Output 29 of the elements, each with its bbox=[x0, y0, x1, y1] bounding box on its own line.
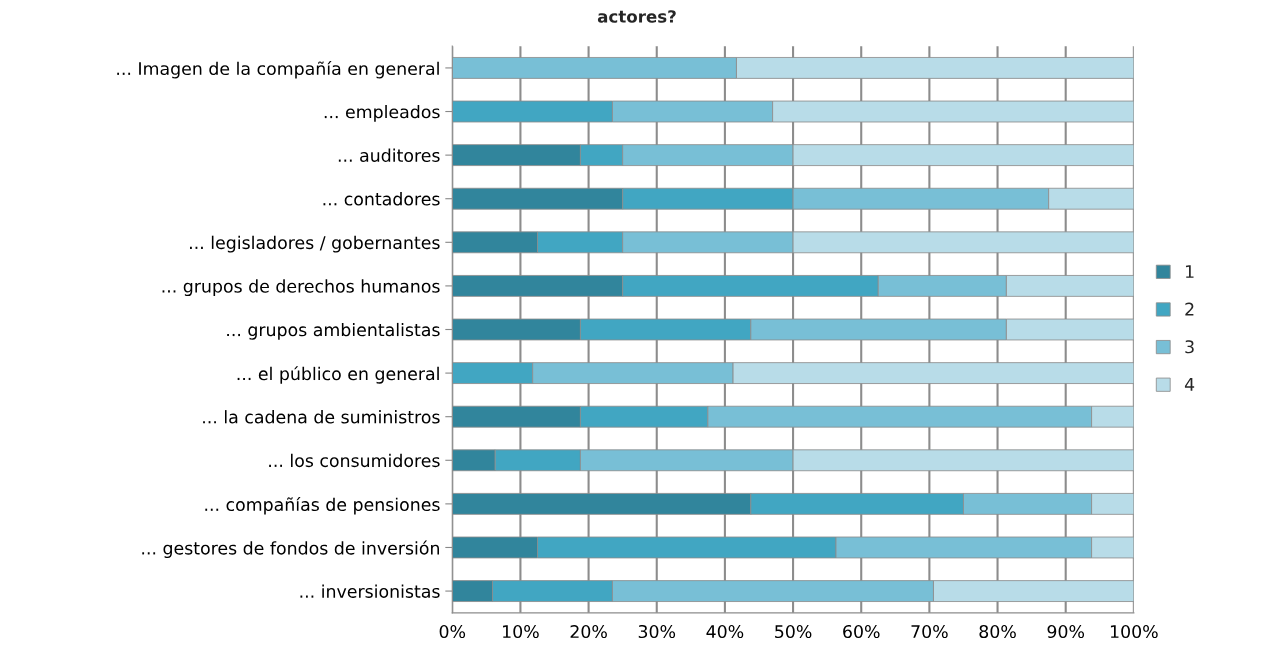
legend-label: 2 bbox=[1185, 302, 1194, 316]
y-tick-label: ... contadores bbox=[323, 192, 440, 206]
y-tick-label: ... grupos ambientalistas bbox=[227, 322, 440, 340]
y-tick-label: ... compañías de pensiones bbox=[205, 496, 440, 515]
x-tick-label: 20% bbox=[570, 624, 607, 639]
legend-label: 3 bbox=[1185, 340, 1194, 354]
y-tick-label: ... Imagen de la compañía en general bbox=[117, 60, 439, 79]
legend-label: 4 bbox=[1184, 378, 1195, 391]
y-tick-label: ... empleados bbox=[324, 104, 440, 122]
x-tick-label: 0% bbox=[439, 624, 466, 639]
chart-title: actores? bbox=[597, 10, 676, 23]
x-tick-label: 10% bbox=[503, 624, 539, 639]
y-tick-label: ... los consumidores bbox=[269, 453, 440, 468]
y-tick-label: ... legisladores / gobernantes bbox=[190, 235, 440, 253]
y-tick-label: ... el público en general bbox=[237, 366, 439, 384]
x-tick-label: 50% bbox=[775, 624, 812, 639]
x-tick-label: 40% bbox=[706, 624, 744, 639]
x-tick-label: 80% bbox=[979, 624, 1016, 639]
x-tick-label: 60% bbox=[843, 624, 880, 639]
y-tick-label: ... grupos de derechos humanos bbox=[162, 279, 440, 297]
y-tick-label: ... la cadena de suministros bbox=[203, 410, 440, 424]
y-tick-label: ... gestores de fondos de inversión bbox=[142, 540, 439, 559]
legend-label: 1 bbox=[1185, 265, 1194, 278]
y-tick-label: ... inversionistas bbox=[300, 584, 440, 598]
x-tick-label: 70% bbox=[911, 624, 948, 639]
x-tick-label: 100% bbox=[1110, 624, 1158, 639]
x-tick-label: 30% bbox=[638, 624, 676, 639]
y-tick-label: ... auditores bbox=[338, 148, 440, 162]
x-tick-label: 90% bbox=[1047, 624, 1085, 639]
